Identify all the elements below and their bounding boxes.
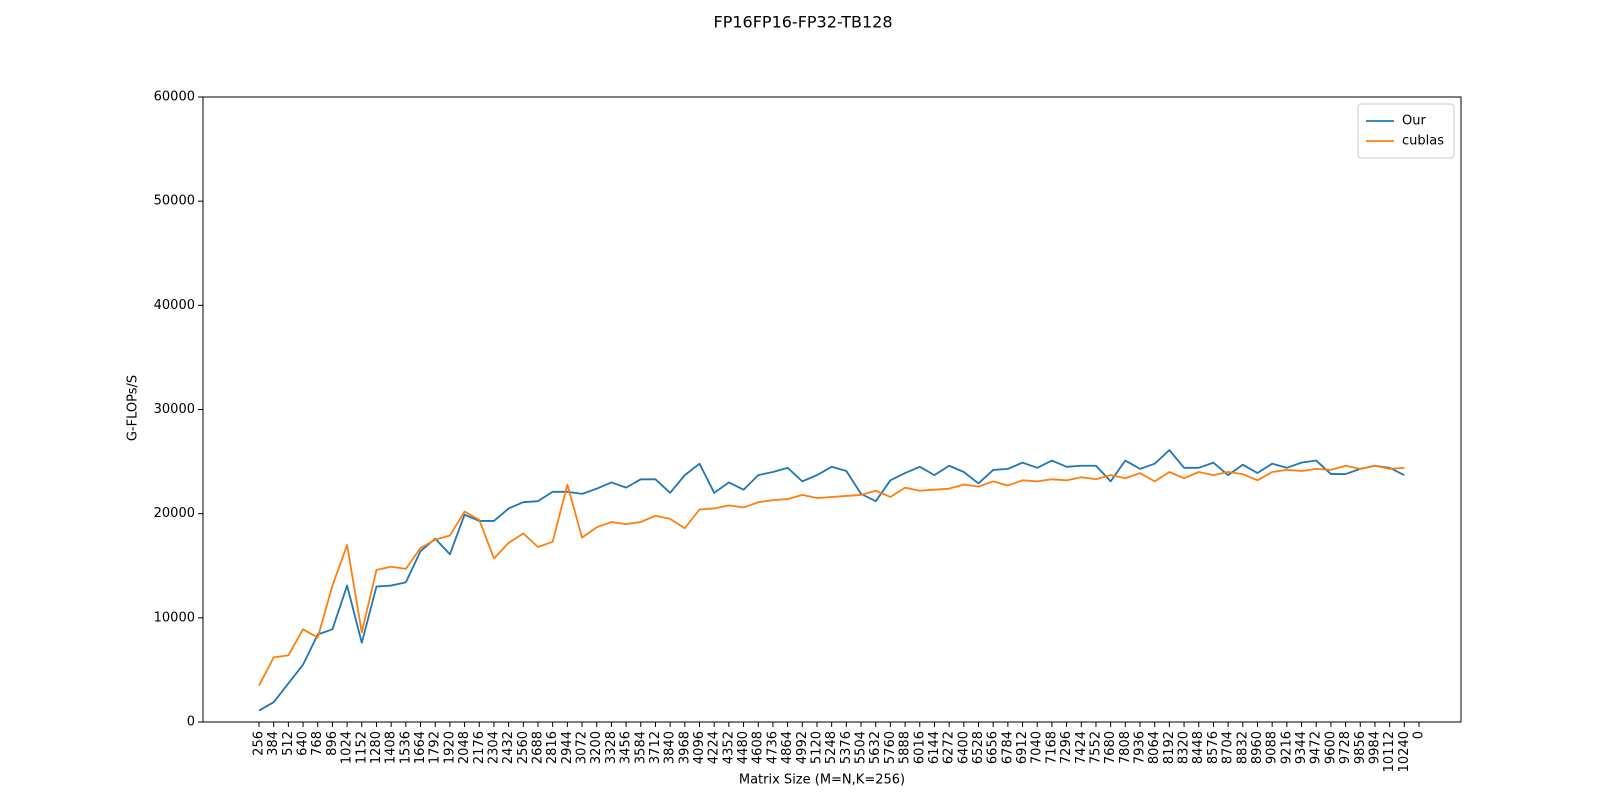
data-line [258, 464, 1405, 686]
x-tick-label: 8960 [1250, 731, 1265, 764]
x-tick-label: 2048 [457, 731, 472, 764]
x-tick-label: 6016 [912, 731, 927, 764]
legend-label: cublas [1402, 134, 1444, 149]
y-tick-label: 20000 [154, 506, 195, 521]
x-tick-label: 1536 [398, 731, 413, 764]
x-tick-label: 0 [1412, 731, 1427, 739]
y-tick-label: 40000 [154, 298, 195, 313]
y-tick-label: 10000 [154, 610, 195, 625]
x-tick-label: 3328 [604, 731, 619, 764]
x-tick-label: 4352 [721, 731, 736, 764]
x-tick-label: 7936 [1133, 731, 1148, 764]
x-tick-label: 9728 [1338, 731, 1353, 764]
x-tick-label: 1152 [354, 731, 369, 764]
x-tick-label: 4992 [795, 731, 810, 764]
x-tick-label: 6784 [1000, 731, 1015, 764]
x-tick-label: 6656 [986, 731, 1001, 764]
x-tick-label: 8064 [1147, 731, 1162, 764]
x-tick-label: 4864 [780, 731, 795, 764]
y-axis-label: G-FLOPs/S [126, 375, 141, 441]
x-tick-label: 7168 [1044, 731, 1059, 764]
x-tick-label: 2944 [560, 731, 575, 764]
x-tick-label: 3200 [589, 731, 604, 764]
x-tick-label: 384 [266, 731, 281, 756]
x-tick-label: 8832 [1235, 731, 1250, 764]
x-tick-label: 640 [296, 731, 311, 756]
x-tick-label: 3072 [575, 731, 590, 764]
x-tick-label: 7680 [1103, 731, 1118, 764]
x-tick-label: 4224 [707, 731, 722, 764]
x-tick-label: 9216 [1279, 731, 1294, 764]
x-tick-label: 7808 [1118, 731, 1133, 764]
y-tick-label: 60000 [154, 90, 195, 105]
x-tick-label: 10112 [1382, 731, 1397, 772]
x-tick-label: 1024 [340, 731, 355, 764]
x-tick-label: 2816 [545, 731, 560, 764]
x-axis-label: Matrix Size (M=N,K=256) [739, 773, 905, 788]
x-tick-label: 2432 [501, 731, 516, 764]
y-tick-label: 50000 [154, 194, 195, 209]
x-tick-label: 5632 [868, 731, 883, 764]
x-tick-label: 8576 [1206, 731, 1221, 764]
x-tick-label: 6144 [927, 731, 942, 764]
x-tick-label: 1408 [384, 731, 399, 764]
x-tick-label: 8704 [1221, 731, 1236, 764]
x-tick-label: 3968 [677, 731, 692, 764]
x-tick-label: 7552 [1088, 731, 1103, 764]
x-tick-label: 10240 [1397, 731, 1412, 772]
x-tick-label: 4480 [736, 731, 751, 764]
x-tick-label: 5120 [809, 731, 824, 764]
x-tick-label: 1280 [369, 731, 384, 764]
plot-frame [202, 96, 1462, 723]
x-tick-label: 3456 [619, 731, 634, 764]
legend-label: Our [1402, 114, 1426, 129]
x-tick-label: 5504 [854, 731, 869, 764]
x-tick-label: 1664 [413, 731, 428, 764]
x-tick-label: 3584 [633, 731, 648, 764]
data-line [258, 449, 1405, 712]
x-tick-label: 9984 [1367, 731, 1382, 764]
x-tick-label: 1792 [428, 731, 443, 764]
x-tick-label: 4736 [765, 731, 780, 764]
x-tick-label: 5888 [898, 731, 913, 764]
x-tick-label: 7296 [1059, 731, 1074, 764]
x-tick-label: 6400 [956, 731, 971, 764]
x-tick-label: 5760 [883, 731, 898, 764]
x-tick-label: 256 [252, 731, 267, 756]
x-tick-label: 6528 [971, 731, 986, 764]
x-tick-label: 2560 [516, 731, 531, 764]
x-tick-label: 8192 [1162, 731, 1177, 764]
y-tick-label: 0 [187, 715, 195, 730]
x-tick-label: 5376 [839, 731, 854, 764]
x-tick-label: 9344 [1294, 731, 1309, 764]
x-tick-label: 3840 [663, 731, 678, 764]
x-tick-label: 2688 [530, 731, 545, 764]
x-tick-label: 4096 [692, 731, 707, 764]
x-tick-label: 7040 [1030, 731, 1045, 764]
x-tick-label: 2176 [472, 731, 487, 764]
x-tick-label: 7424 [1074, 731, 1089, 764]
x-tick-label: 6912 [1015, 731, 1030, 764]
x-tick-label: 9088 [1265, 731, 1280, 764]
legend-box [1357, 103, 1455, 159]
chart-title: FP16FP16-FP32-TB128 [714, 13, 893, 32]
x-tick-label: 9472 [1309, 731, 1324, 764]
x-tick-label: 8448 [1191, 731, 1206, 764]
x-tick-label: 4608 [751, 731, 766, 764]
x-tick-label: 6272 [942, 731, 957, 764]
x-tick-label: 9856 [1353, 731, 1368, 764]
x-tick-label: 768 [310, 731, 325, 756]
x-tick-label: 1920 [442, 731, 457, 764]
x-tick-label: 9600 [1323, 731, 1338, 764]
x-tick-label: 512 [281, 731, 296, 756]
y-tick-label: 30000 [154, 402, 195, 417]
x-tick-label: 3712 [648, 731, 663, 764]
x-tick-label: 2304 [486, 731, 501, 764]
x-tick-label: 5248 [824, 731, 839, 764]
x-tick-label: 896 [325, 731, 340, 756]
x-tick-label: 8320 [1177, 731, 1192, 764]
